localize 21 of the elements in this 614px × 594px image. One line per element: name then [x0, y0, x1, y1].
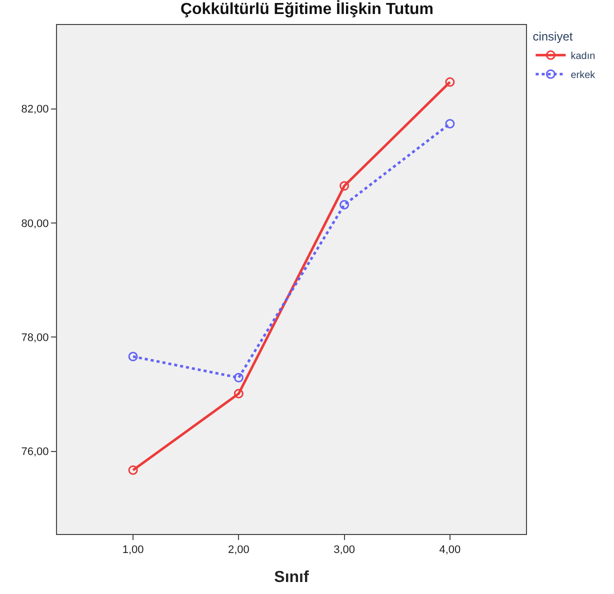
x-tick-label: 4,00 — [439, 544, 461, 556]
legend-label: erkek — [570, 70, 596, 81]
legend-title: cinsiyet — [532, 30, 574, 44]
y-tick-label: 80,00 — [21, 218, 49, 230]
legend-label: kadın — [570, 51, 596, 62]
point — [234, 388, 244, 398]
point — [340, 181, 350, 191]
y-tick-label: 76,00 — [21, 446, 49, 458]
point — [128, 352, 138, 362]
point — [128, 465, 138, 475]
y-tick-label: 78,00 — [21, 332, 49, 344]
point — [234, 372, 244, 382]
point — [445, 118, 455, 128]
point — [340, 200, 350, 210]
point — [445, 77, 455, 87]
x-tick-label: 3,00 — [334, 544, 356, 556]
x-axis-title: Sınıf — [274, 568, 310, 586]
y-tick-label: 82,00 — [21, 104, 49, 116]
x-tick-label: 1,00 — [122, 544, 144, 556]
x-tick-label: 2,00 — [228, 544, 250, 556]
chart-title: Çokkültürlü Eğitime İlişkin Tutum — [180, 0, 434, 18]
